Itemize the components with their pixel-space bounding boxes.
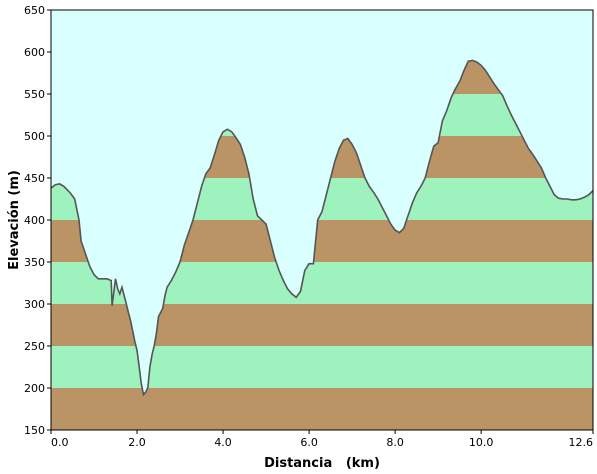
x-tick-label: 12.6 (569, 436, 594, 449)
y-tick-label: 250 (24, 340, 45, 353)
elevation-band (51, 388, 593, 430)
x-tick-label: 4.0 (214, 436, 232, 449)
y-tick-label: 200 (24, 382, 45, 395)
y-tick-label: 650 (24, 4, 45, 17)
x-tick-label: 0.0 (51, 436, 69, 449)
x-tick-label: 10.0 (469, 436, 494, 449)
y-tick-label: 600 (24, 46, 45, 59)
y-tick-label: 150 (24, 424, 45, 437)
x-axis-title: Distancia (km) (264, 456, 380, 471)
y-tick-label: 400 (24, 214, 45, 227)
y-tick-label: 300 (24, 298, 45, 311)
y-axis: 150 200 250 300 350 400 450 500 550 600 650 (24, 4, 51, 437)
elevation-band (51, 346, 593, 388)
y-tick-label: 450 (24, 172, 45, 185)
y-axis-title: Elevación (m) (7, 170, 22, 270)
y-tick-label: 550 (24, 88, 45, 101)
x-tick-label: 8.0 (386, 436, 404, 449)
y-tick-label: 500 (24, 130, 45, 143)
terrain-outline (51, 59, 593, 397)
x-tick-label: 2.0 (128, 436, 146, 449)
plot-area (51, 10, 593, 430)
y-tick-label: 350 (24, 256, 45, 269)
x-axis: 0.0 2.0 4.0 6.0 8.0 10.0 12.6 (50, 430, 594, 449)
x-tick-label: 6.0 (300, 436, 318, 449)
